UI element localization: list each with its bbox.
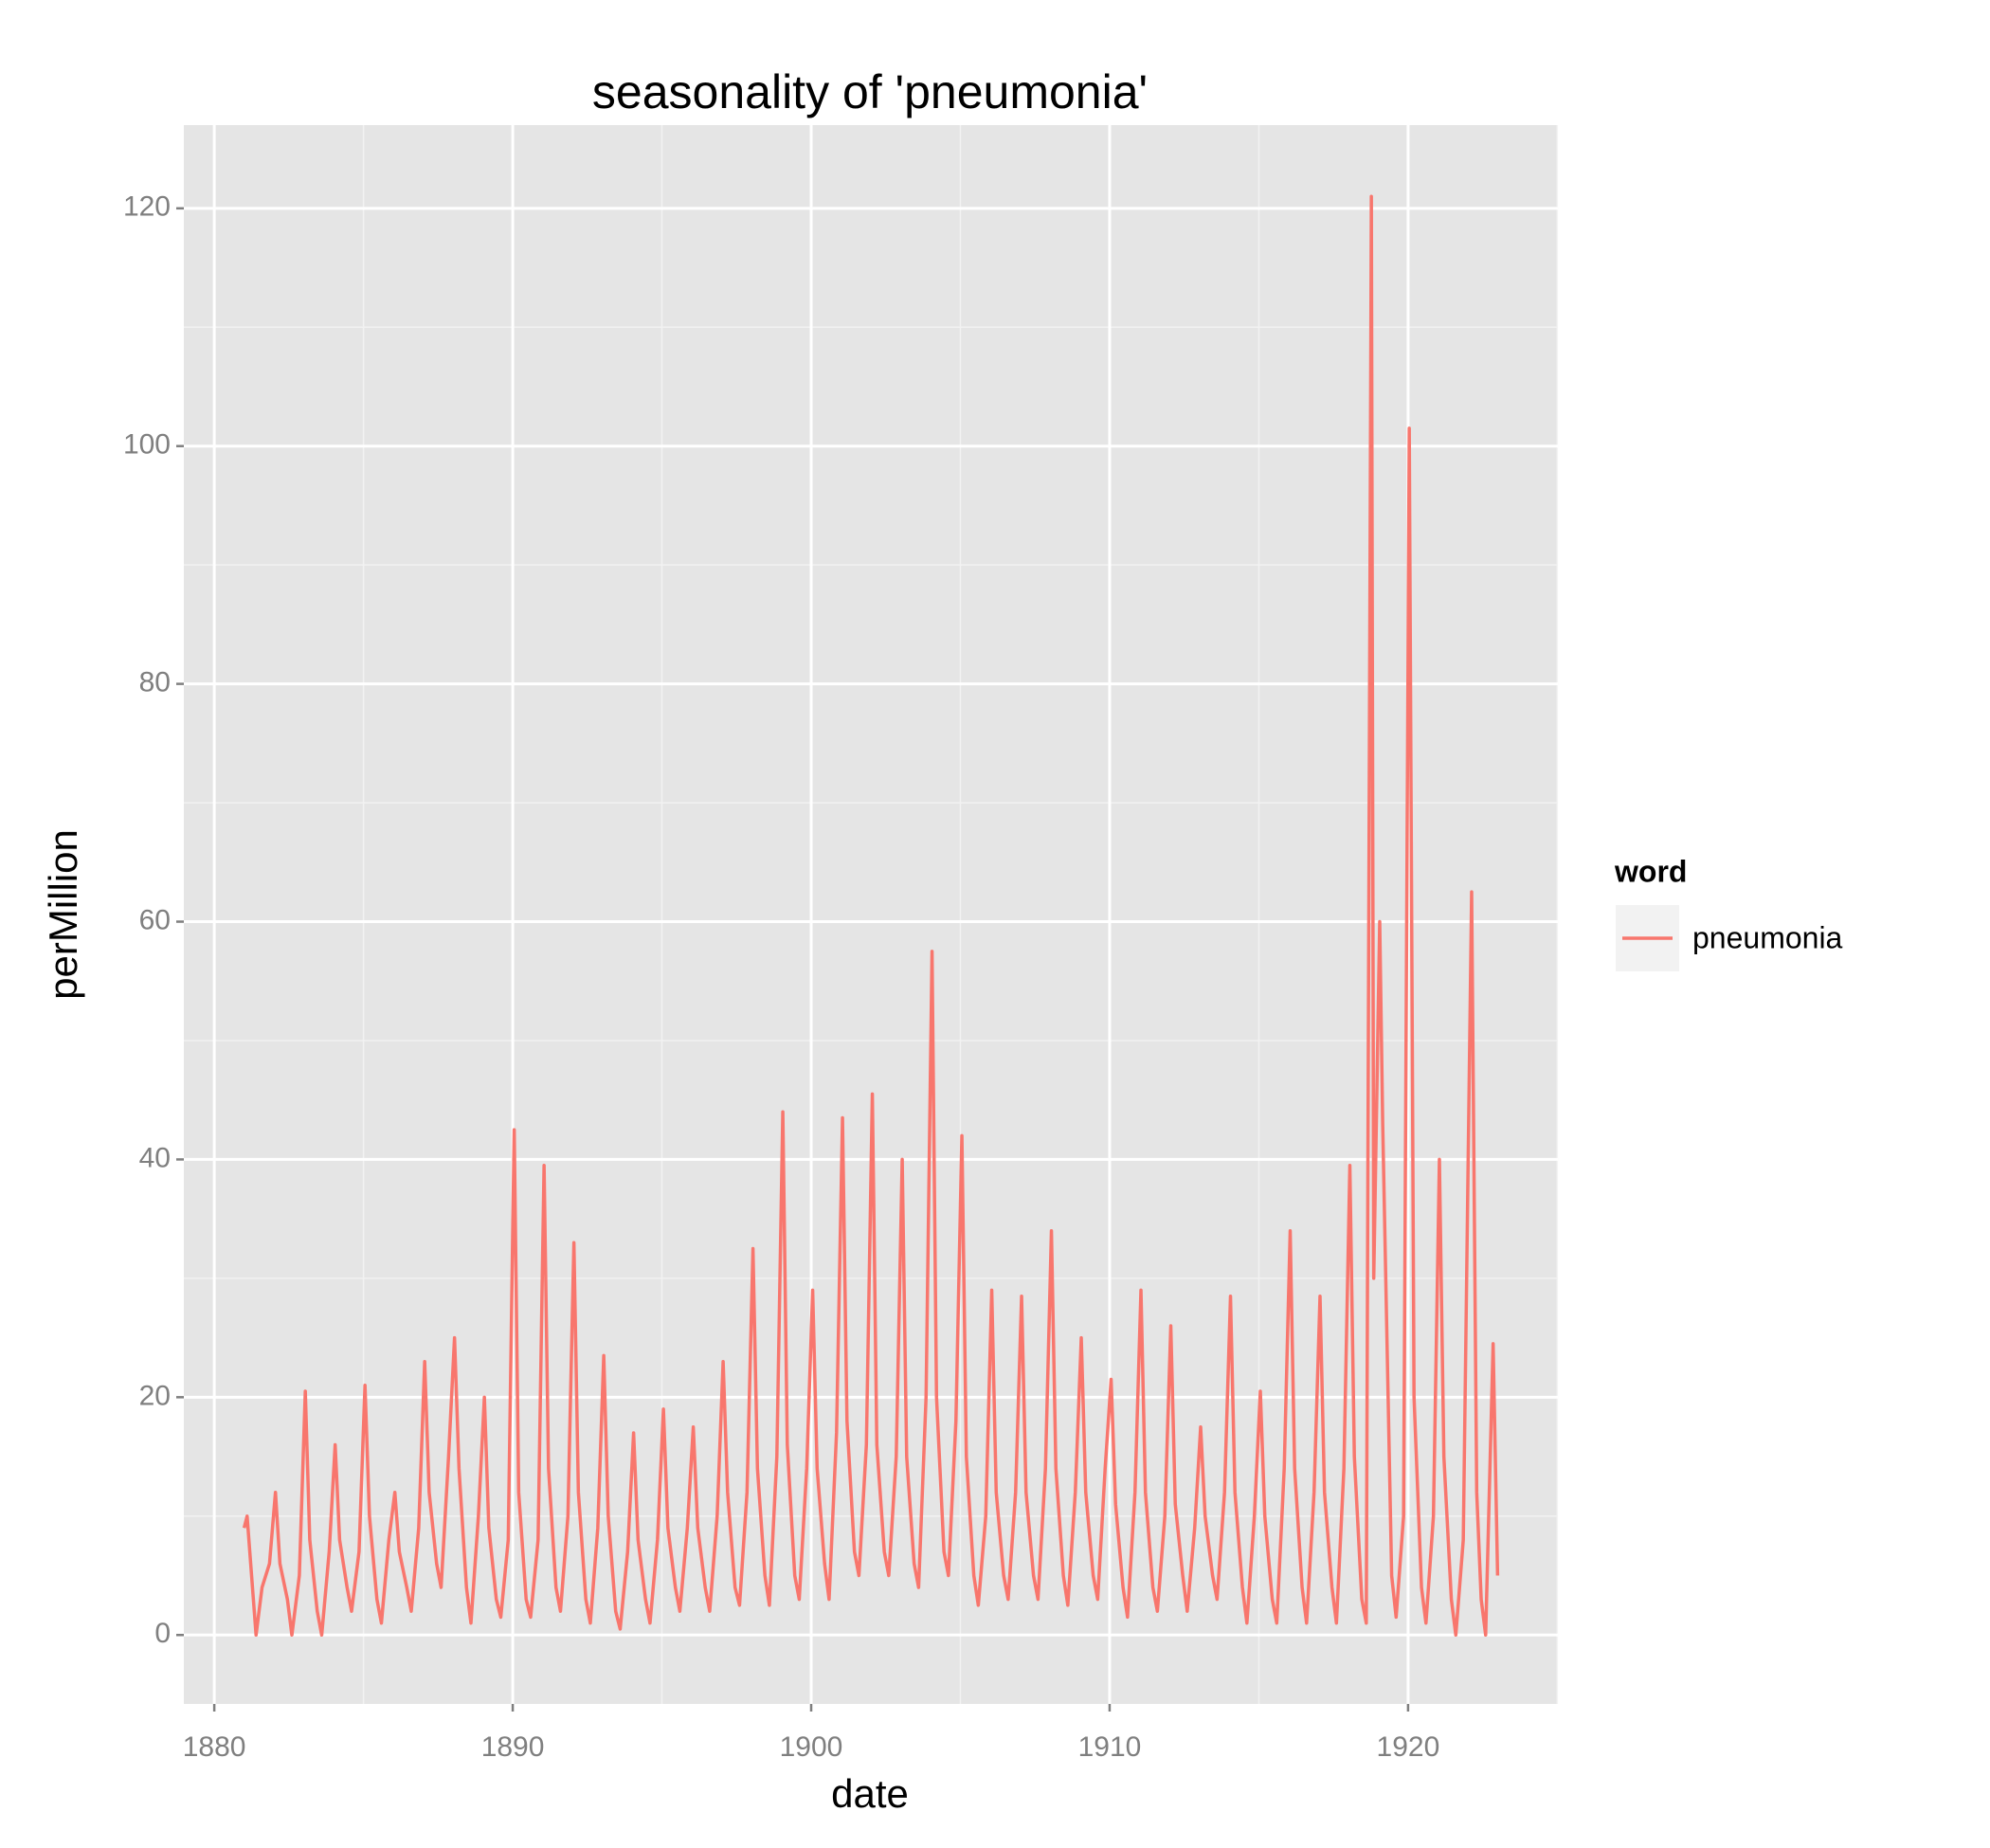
legend-label: pneumonia bbox=[1692, 920, 1843, 954]
y-tick-label: 60 bbox=[139, 904, 171, 935]
x-tick-label: 1920 bbox=[1377, 1731, 1440, 1763]
chart-title: seasonality of 'pneumonia' bbox=[592, 65, 1148, 118]
y-tick-label: 100 bbox=[123, 429, 171, 461]
y-tick-label: 80 bbox=[139, 667, 171, 698]
lines bbox=[242, 194, 1500, 1637]
grid bbox=[184, 125, 1559, 1704]
legend-title: word bbox=[1614, 854, 1687, 888]
x-tick-label: 1890 bbox=[481, 1731, 545, 1763]
x-tick-label: 1910 bbox=[1078, 1731, 1142, 1763]
y-tick-label: 120 bbox=[123, 191, 171, 223]
x-tick-label: 1880 bbox=[183, 1731, 246, 1763]
y-axis-title: perMillion bbox=[41, 829, 85, 1000]
x-tick-label: 1900 bbox=[780, 1731, 843, 1763]
data-line bbox=[242, 194, 1500, 1637]
panel bbox=[184, 125, 1558, 1704]
y-tick-label: 20 bbox=[139, 1380, 171, 1411]
y-tick-label: 0 bbox=[154, 1618, 171, 1649]
x-axis-title: date bbox=[831, 1771, 909, 1816]
y-tick-label: 40 bbox=[139, 1142, 171, 1173]
